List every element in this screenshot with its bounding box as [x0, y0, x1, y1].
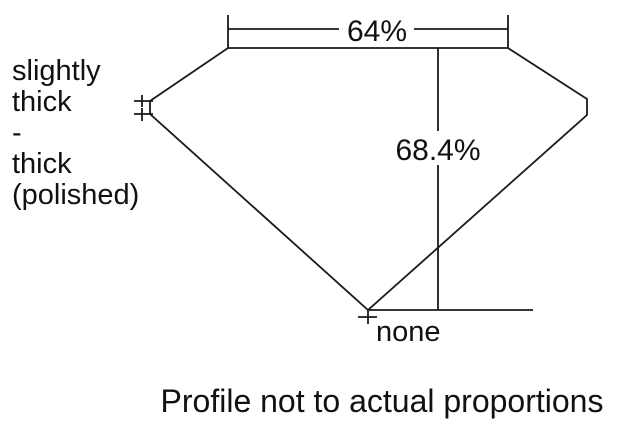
- girdle-label-line: thick: [12, 86, 72, 118]
- girdle-label-line: thick: [12, 148, 72, 180]
- total-depth-percent-label: 68.4%: [395, 134, 480, 167]
- culet-label: none: [376, 316, 441, 348]
- girdle-label-line: (polished): [12, 179, 139, 211]
- caption: Profile not to actual proportions: [161, 383, 604, 419]
- diamond-outline: [149, 47, 588, 312]
- girdle-thickness-label: slightly thick - thick (polished): [12, 55, 139, 211]
- girdle-label-line: -: [12, 117, 22, 149]
- girdle-label-line: slightly: [12, 55, 101, 87]
- table-width-percent-label: 64%: [347, 15, 407, 48]
